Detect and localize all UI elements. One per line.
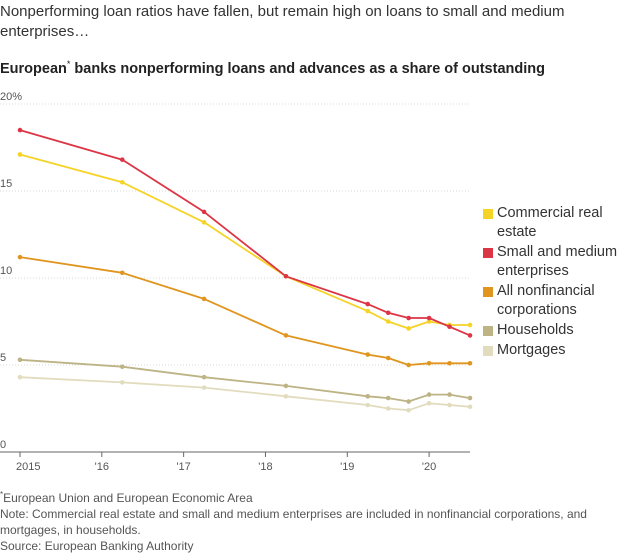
x-tick-label: 2015 [16, 461, 40, 473]
y-tick-label: 15 [0, 178, 12, 190]
legend-label: Households [497, 322, 574, 338]
data-point [406, 399, 411, 404]
data-point [201, 209, 207, 215]
data-point [385, 355, 391, 361]
series-line [19, 376, 471, 412]
legend-item-commercial-real-estate: Commercial real estate [483, 204, 620, 242]
series-small-and-medium-enterprises [17, 127, 473, 338]
data-point [119, 157, 125, 162]
data-point [365, 308, 371, 314]
data-point [17, 152, 23, 157]
title-footnote-marker: * [66, 59, 71, 69]
y-tick-label: 20% [0, 91, 22, 103]
series-line [19, 358, 471, 403]
chart-intro: Nonperforming loan ratios have fallen, b… [0, 3, 565, 40]
data-point [406, 326, 411, 331]
legend-swatch [483, 209, 493, 219]
series-mortgages [17, 374, 473, 413]
data-point [385, 319, 391, 324]
x-tick-labels: 2015 '16 '17 '18 '19 '20 [16, 452, 436, 473]
legend-swatch [483, 287, 493, 297]
y-tick-label: 0 [0, 439, 6, 451]
data-point [119, 380, 125, 385]
series-line [19, 129, 471, 337]
data-point [447, 402, 452, 408]
data-point [201, 296, 207, 302]
data-point [365, 402, 371, 408]
data-point [426, 392, 432, 397]
data-point [385, 395, 391, 401]
series-commercial-real-estate [17, 152, 473, 331]
data-point [365, 352, 371, 357]
data-point [467, 395, 473, 401]
data-point [119, 180, 125, 185]
data-point [283, 333, 289, 338]
data-point [447, 324, 452, 330]
data-point [426, 360, 432, 366]
legend-swatch [483, 346, 493, 356]
data-point [467, 360, 473, 366]
footnote: *European Union and European Economic Ar… [0, 487, 615, 506]
data-point [17, 127, 23, 133]
x-tick-label: '20 [422, 461, 436, 473]
legend: Commercial real estate Small and medium … [483, 204, 620, 361]
legend-item-small-and-medium-enterprises: Small and medium enterprises [483, 243, 620, 281]
data-point [119, 270, 125, 276]
series-line [19, 153, 470, 330]
data-point [119, 364, 125, 370]
data-point [385, 310, 391, 316]
data-point [426, 400, 432, 406]
legend-label: Commercial real estate [497, 205, 603, 240]
data-point [283, 394, 289, 399]
data-point [467, 404, 473, 410]
data-point [283, 383, 289, 389]
grid-layer [0, 103, 470, 366]
x-tick-label: '16 [95, 461, 109, 473]
series-line [19, 256, 470, 366]
series-all-nonfinancial-corporations [17, 254, 473, 368]
legend-label: Mortgages [497, 342, 566, 358]
footnote-marker: * [0, 490, 4, 499]
series-layer [17, 127, 473, 413]
legend-swatch [483, 248, 493, 258]
data-point [365, 394, 371, 399]
legend-item-mortgages: Mortgages [483, 341, 620, 360]
data-point [17, 374, 23, 380]
chart-notes: *European Union and European Economic Ar… [0, 487, 615, 554]
data-point [426, 319, 432, 324]
data-point [201, 385, 207, 390]
x-tick-label: '17 [176, 461, 190, 473]
data-point [426, 315, 432, 321]
data-point [17, 357, 23, 363]
x-tick-label: '19 [340, 461, 354, 473]
data-point [406, 407, 411, 413]
legend-item-households: Households [483, 321, 620, 340]
data-point [406, 362, 411, 368]
data-point [201, 374, 207, 380]
x-tick-label: '18 [258, 461, 272, 473]
data-point [447, 392, 452, 397]
y-tick-label: 5 [0, 352, 6, 364]
legend-label: Small and medium enterprises [497, 244, 618, 279]
data-point [467, 333, 473, 338]
data-point [406, 315, 411, 321]
line-chart: 20% 15 10 5 0 2015 '16 '17 '18 '19 '20 [0, 91, 473, 473]
y-tick-labels: 20% 15 10 5 0 [0, 91, 22, 451]
note-text: Note: Commercial real estate and small a… [0, 507, 587, 537]
series-households [17, 357, 473, 404]
legend-item-all-nonfinancial-corporations: All nonfinancial corporations [483, 282, 620, 320]
data-point [467, 322, 473, 328]
y-tick-label: 10 [0, 265, 12, 277]
data-point [201, 220, 207, 225]
data-point [385, 406, 391, 411]
footnote-text: European Union and European Economic Are… [3, 491, 253, 505]
data-point [17, 254, 23, 260]
legend-swatch [483, 326, 493, 336]
chart-title: European* banks nonperforming loans and … [0, 59, 545, 77]
data-point [365, 301, 371, 307]
data-point [283, 273, 289, 279]
data-point [447, 360, 452, 366]
legend-label: All nonfinancial corporations [497, 283, 595, 318]
source-text: Source: European Banking Authority [0, 539, 194, 553]
